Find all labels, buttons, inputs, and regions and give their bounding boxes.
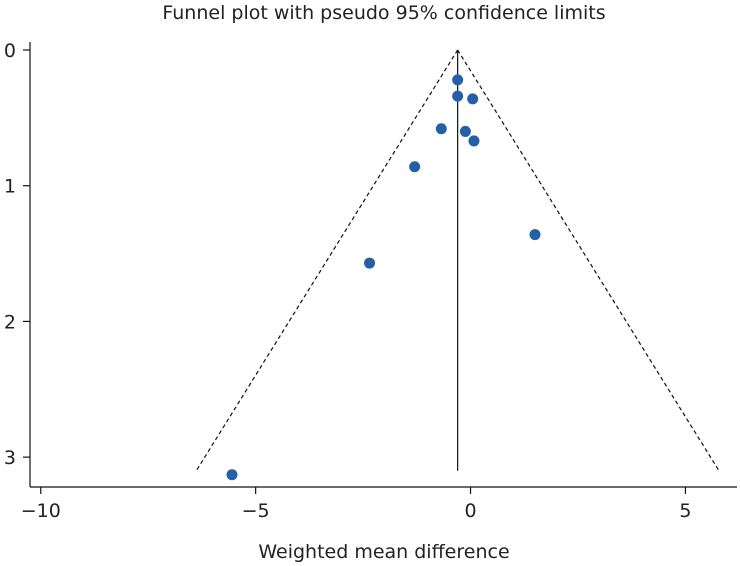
data-point — [452, 74, 464, 86]
funnel-limits — [195, 49, 720, 472]
y-tick-label: 1 — [4, 176, 16, 198]
data-point — [409, 161, 421, 173]
funnel-upper-limit-line — [457, 49, 720, 472]
data-point — [467, 93, 479, 105]
x-axis-label: Weighted mean difference — [258, 541, 509, 563]
data-point — [459, 125, 471, 137]
data-point — [435, 123, 447, 135]
data-point — [452, 90, 464, 102]
data-point — [226, 469, 238, 481]
funnel-lower-limit-line — [195, 49, 459, 472]
data-point — [364, 257, 376, 269]
x-tick-label: 0 — [464, 500, 476, 522]
y-tick-label: 0 — [4, 40, 16, 62]
y-tick-label: 2 — [4, 311, 16, 333]
x-tick-label: −10 — [21, 500, 61, 522]
data-point — [468, 135, 480, 147]
x-tick-label: 5 — [679, 500, 691, 522]
data-points — [226, 74, 541, 481]
data-point — [529, 229, 541, 241]
y-tick-label: 3 — [4, 447, 16, 469]
y-axis-ticks: 0 1 2 3 — [4, 40, 30, 469]
chart-title: Funnel plot with pseudo 95% confidence l… — [162, 2, 605, 24]
x-axis-ticks: −10 −5 0 5 — [21, 487, 691, 522]
x-tick-label: −5 — [242, 500, 270, 522]
axes: 0 1 2 3 −10 −5 0 5 — [4, 40, 737, 522]
